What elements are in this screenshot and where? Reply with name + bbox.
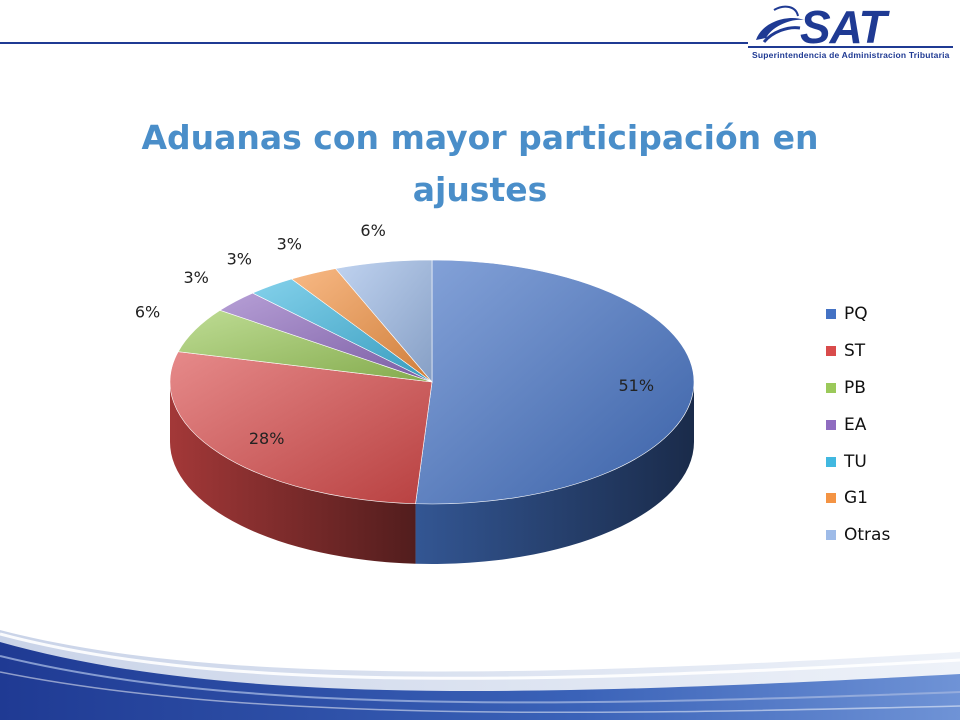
- pie-side-st: [170, 382, 416, 564]
- pie-side-pq: [415, 382, 694, 565]
- legend-label: Otras: [844, 525, 891, 546]
- legend-swatch: [826, 382, 836, 393]
- logo-subtitle: Superintendencia de Administracion Tribu…: [752, 50, 950, 60]
- pie-slice-st: [169, 351, 433, 505]
- legend-item-otras: Otras: [826, 517, 890, 554]
- pie-slice-pq: [415, 259, 695, 505]
- legend-swatch: [826, 346, 836, 357]
- data-label-g1: 3%: [277, 235, 302, 254]
- data-label-otras: 6%: [360, 221, 385, 240]
- chart-legend: PQ ST PB EA TU G1 Otras: [826, 296, 890, 554]
- legend-swatch: [826, 530, 836, 541]
- legend-swatch: [826, 419, 836, 430]
- legend-item-pq: PQ: [826, 296, 890, 333]
- legend-swatch: [826, 309, 836, 320]
- footer-decoration: [0, 630, 960, 720]
- legend-label: TU: [844, 451, 867, 472]
- chart-title: Aduanas con mayor participación en ajust…: [141, 118, 819, 209]
- sat-logo-icon: [748, 5, 953, 48]
- legend-swatch: [826, 456, 836, 467]
- legend-label: PB: [844, 377, 866, 398]
- pie-tops: [169, 259, 695, 505]
- legend-item-g1: G1: [826, 480, 890, 517]
- pie-sides: [170, 382, 694, 565]
- pie-slice-otras: [334, 259, 433, 383]
- legend-item-st: ST: [826, 333, 890, 370]
- legend-label: PQ: [844, 304, 868, 325]
- data-label-st: 28%: [249, 429, 285, 448]
- data-label-tu: 3%: [227, 249, 252, 268]
- legend-label: EA: [844, 414, 867, 435]
- data-label-pq: 51%: [618, 376, 654, 395]
- data-label-pb: 6%: [135, 303, 160, 322]
- legend-item-tu: TU: [826, 443, 890, 480]
- data-label-ea: 3%: [183, 268, 208, 287]
- logo-text: SAT: [800, 1, 887, 53]
- pie-labels: 51% 28% 6% 3% 3% 3% 6%: [135, 221, 654, 448]
- legend-swatch: [826, 493, 836, 504]
- header-rule: [0, 42, 748, 44]
- legend-item-ea: EA: [826, 406, 890, 443]
- legend-label: G1: [844, 488, 868, 509]
- legend-label: ST: [844, 341, 866, 362]
- legend-item-pb: PB: [826, 370, 890, 407]
